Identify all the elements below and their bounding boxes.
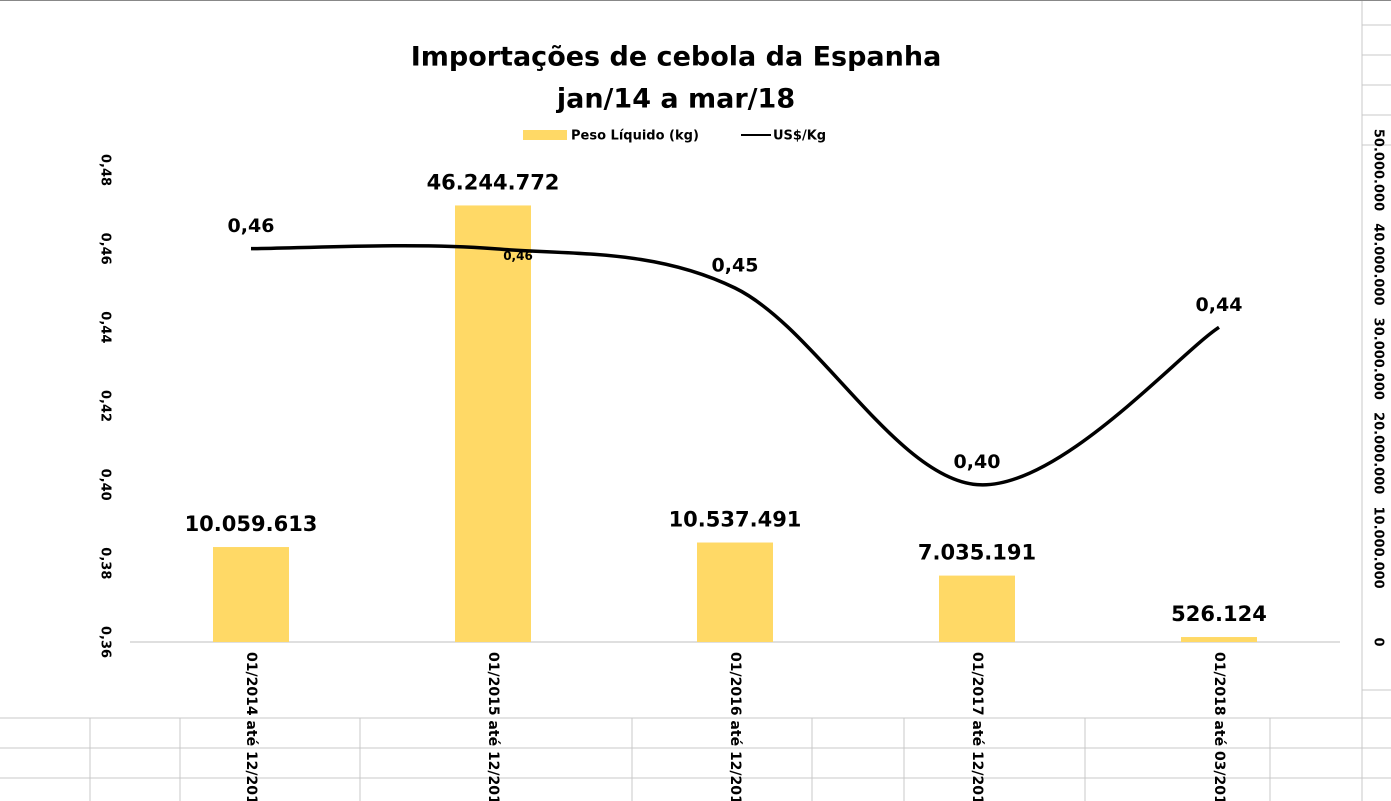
bar-value-label: 526.124 (1171, 602, 1267, 626)
chart-subtitle: jan/14 a mar/18 (556, 84, 795, 115)
y-tick-label: 0,48 (98, 154, 113, 186)
bar (1181, 637, 1257, 642)
bar-value-label: 46.244.772 (427, 170, 560, 194)
y-tick-label: 0,36 (98, 626, 113, 658)
y-tick-label: 0,40 (98, 469, 113, 501)
legend-label: Peso Líquido (kg) (571, 129, 699, 144)
y-tick-label: 0,46 (98, 233, 113, 265)
bar (697, 542, 773, 642)
bar (213, 547, 289, 642)
bar-value-label: 10.537.491 (669, 508, 802, 532)
y2-tick-label: 30.000.000 (1371, 318, 1386, 400)
line-value-label: 0,46 (503, 249, 533, 263)
legend-label: US$/Kg (773, 129, 826, 144)
y-tick-label: 0,44 (98, 311, 113, 343)
bar-value-label: 10.059.613 (185, 512, 318, 536)
x-tick-label: 01/2016 até 12/2016 (727, 652, 743, 801)
chart-title: Importações de cebola da Espanha (411, 42, 942, 73)
y2-tick-label: 50.000.000 (1371, 129, 1386, 211)
line-value-label: 0,45 (712, 255, 759, 277)
line-value-label: 0,46 (228, 215, 275, 237)
line (250, 244, 1220, 487)
bar (939, 575, 1015, 642)
x-tick-label: 01/2015 até 12/2015 (485, 652, 501, 801)
x-tick-label: 01/2018 até 03/2018 (1211, 652, 1227, 801)
x-tick-label: 01/2014 até 12/2014 (243, 652, 259, 801)
y2-tick-label: 40.000.000 (1371, 223, 1386, 305)
bar-value-label: 7.035.191 (918, 541, 1036, 565)
line-value-label: 0,44 (1196, 294, 1243, 316)
x-tick-label: 01/2017 até 12/2017 (969, 652, 985, 801)
y2-tick-label: 0 (1371, 637, 1386, 646)
line-value-label: 0,40 (954, 451, 1001, 473)
legend-swatch (523, 130, 567, 140)
y-tick-label: 0,38 (98, 547, 113, 579)
y-tick-label: 0,42 (98, 390, 113, 422)
y2-tick-label: 10.000.000 (1371, 506, 1386, 588)
y2-tick-label: 20.000.000 (1371, 412, 1386, 494)
bar (455, 205, 531, 643)
